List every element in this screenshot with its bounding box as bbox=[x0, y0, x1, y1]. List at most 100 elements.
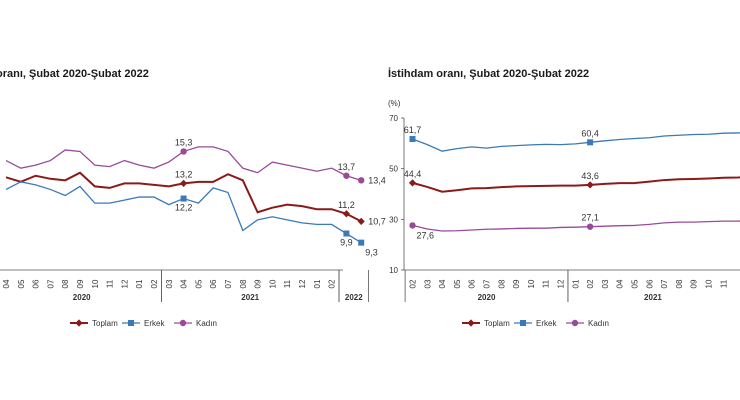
series-kadın: 27,6 27,1 bbox=[409, 213, 740, 240]
x-tick-label: 02 bbox=[409, 279, 418, 288]
legend-marker bbox=[467, 319, 475, 327]
x-tick-label: 10 bbox=[527, 279, 536, 288]
x-tick-label: 03 bbox=[601, 279, 610, 288]
x-tick-label: 07 bbox=[224, 279, 233, 288]
x-tick-label: 10 bbox=[91, 279, 100, 288]
series-erkek: 12,2 9,9 9,3 bbox=[5, 181, 378, 258]
x-tick-label: 02 bbox=[586, 279, 595, 288]
x-tick-label: 11 bbox=[106, 279, 115, 288]
legend-label: Kadın bbox=[588, 319, 609, 328]
legend-label: Toplam bbox=[484, 319, 510, 328]
data-label: 27,6 bbox=[417, 230, 435, 240]
x-tick-label: 04 bbox=[180, 279, 189, 288]
chart-title: oranı, Şubat 2020-Şubat 2022 bbox=[0, 68, 149, 80]
year-label: 2020 bbox=[73, 293, 91, 302]
x-tick-label: 05 bbox=[194, 279, 203, 288]
x-tick-label: 07 bbox=[660, 279, 669, 288]
year-label: 2022 bbox=[345, 293, 363, 302]
data-point bbox=[180, 195, 187, 202]
unemployment-rate-chart: oranı, Şubat 2020-Şubat 2022 04 05 06 07 08 09… bbox=[0, 68, 386, 328]
data-point bbox=[358, 177, 365, 184]
legend-marker bbox=[520, 320, 526, 326]
data-label: 15,3 bbox=[175, 137, 193, 147]
x-tick-label: 05 bbox=[453, 279, 462, 288]
x-tick-label: 12 bbox=[298, 279, 307, 288]
x-tick-label: 06 bbox=[468, 279, 477, 288]
x-tick-label: 10 bbox=[705, 279, 714, 288]
data-label: 13,4 bbox=[368, 175, 386, 185]
x-tick-label: 01 bbox=[135, 279, 144, 288]
x-tick-label: 09 bbox=[76, 279, 85, 288]
legend-item-kadın: Kadın bbox=[174, 319, 217, 328]
x-tick-label: 04 bbox=[2, 279, 11, 288]
data-label: 60,4 bbox=[581, 128, 599, 138]
year-label: 2021 bbox=[644, 293, 662, 302]
data-point bbox=[586, 181, 594, 189]
x-tick-label: 02 bbox=[328, 279, 337, 288]
x-tick-label: 05 bbox=[631, 279, 640, 288]
x-tick-label: 05 bbox=[17, 279, 26, 288]
x-tick-label: 08 bbox=[61, 279, 70, 288]
series-toplam: 13,2 11,2 10,7 bbox=[5, 169, 386, 226]
data-label: 9,3 bbox=[365, 248, 378, 258]
series-line bbox=[412, 176, 740, 193]
legend-item-toplam: Toplam bbox=[70, 319, 118, 328]
data-point bbox=[408, 179, 417, 187]
series-erkek: 61,7 60,4 bbox=[404, 125, 740, 152]
y-tick-label: 70 bbox=[389, 114, 398, 123]
chart-title: İstihdam oranı, Şubat 2020-Şubat 2022 bbox=[388, 67, 589, 80]
x-tick-label: 01 bbox=[571, 279, 580, 288]
legend-marker bbox=[128, 320, 134, 326]
x-tick-label: 11 bbox=[283, 279, 292, 288]
x-tick-label: 12 bbox=[557, 279, 566, 288]
data-point bbox=[358, 239, 365, 246]
legend-label: Kadın bbox=[196, 319, 217, 328]
employment-rate-chart: İstihdam oranı, Şubat 2020-Şubat 2022 (%)… bbox=[388, 67, 740, 328]
x-tick-label: 04 bbox=[616, 279, 625, 288]
data-label: 27,1 bbox=[581, 213, 599, 223]
legend-item-toplam: Toplam bbox=[462, 319, 510, 328]
data-point bbox=[409, 222, 416, 229]
legend-label: Erkek bbox=[144, 319, 165, 328]
x-tick-label: 06 bbox=[645, 279, 654, 288]
data-label: 9,9 bbox=[340, 238, 353, 248]
x-tick-label: 01 bbox=[313, 279, 322, 288]
y-tick-label: 10 bbox=[389, 266, 398, 275]
legend-label: Erkek bbox=[536, 319, 557, 328]
x-tick-label: 11 bbox=[719, 279, 728, 288]
data-point bbox=[357, 217, 365, 225]
data-point bbox=[180, 148, 187, 155]
data-label: 13,7 bbox=[338, 162, 356, 172]
y-tick-label: 30 bbox=[389, 215, 398, 224]
x-tick-label: 09 bbox=[690, 279, 699, 288]
data-label: 61,7 bbox=[404, 125, 422, 135]
year-label: 2020 bbox=[478, 293, 496, 302]
x-tick-label: 06 bbox=[32, 279, 41, 288]
x-tick-label: 09 bbox=[254, 279, 263, 288]
data-point bbox=[409, 136, 416, 143]
series-kadın: 15,3 13,7 13,4 bbox=[5, 137, 386, 185]
x-tick-label: 08 bbox=[239, 279, 248, 288]
x-tick-label: 11 bbox=[542, 279, 551, 288]
x-tick-label: 09 bbox=[512, 279, 521, 288]
x-tick-label: 08 bbox=[497, 279, 506, 288]
y-unit-label: (%) bbox=[388, 99, 401, 108]
series-line bbox=[412, 220, 740, 232]
data-point bbox=[180, 179, 188, 187]
year-label: 2021 bbox=[241, 293, 259, 302]
legend-marker bbox=[571, 319, 579, 327]
x-tick-label: 03 bbox=[165, 279, 174, 288]
data-label: 12,2 bbox=[175, 203, 193, 213]
series-line bbox=[412, 132, 740, 152]
data-label: 13,2 bbox=[175, 169, 193, 179]
data-point bbox=[586, 223, 594, 230]
x-tick-label: 02 bbox=[150, 279, 159, 288]
data-point bbox=[343, 230, 350, 237]
legend-marker bbox=[179, 319, 187, 327]
x-tick-label: 03 bbox=[423, 279, 432, 288]
data-label: 11,2 bbox=[338, 200, 355, 210]
data-label: 44,4 bbox=[404, 169, 422, 179]
x-tick-label: 07 bbox=[483, 279, 492, 288]
data-label: 10,7 bbox=[368, 216, 386, 226]
